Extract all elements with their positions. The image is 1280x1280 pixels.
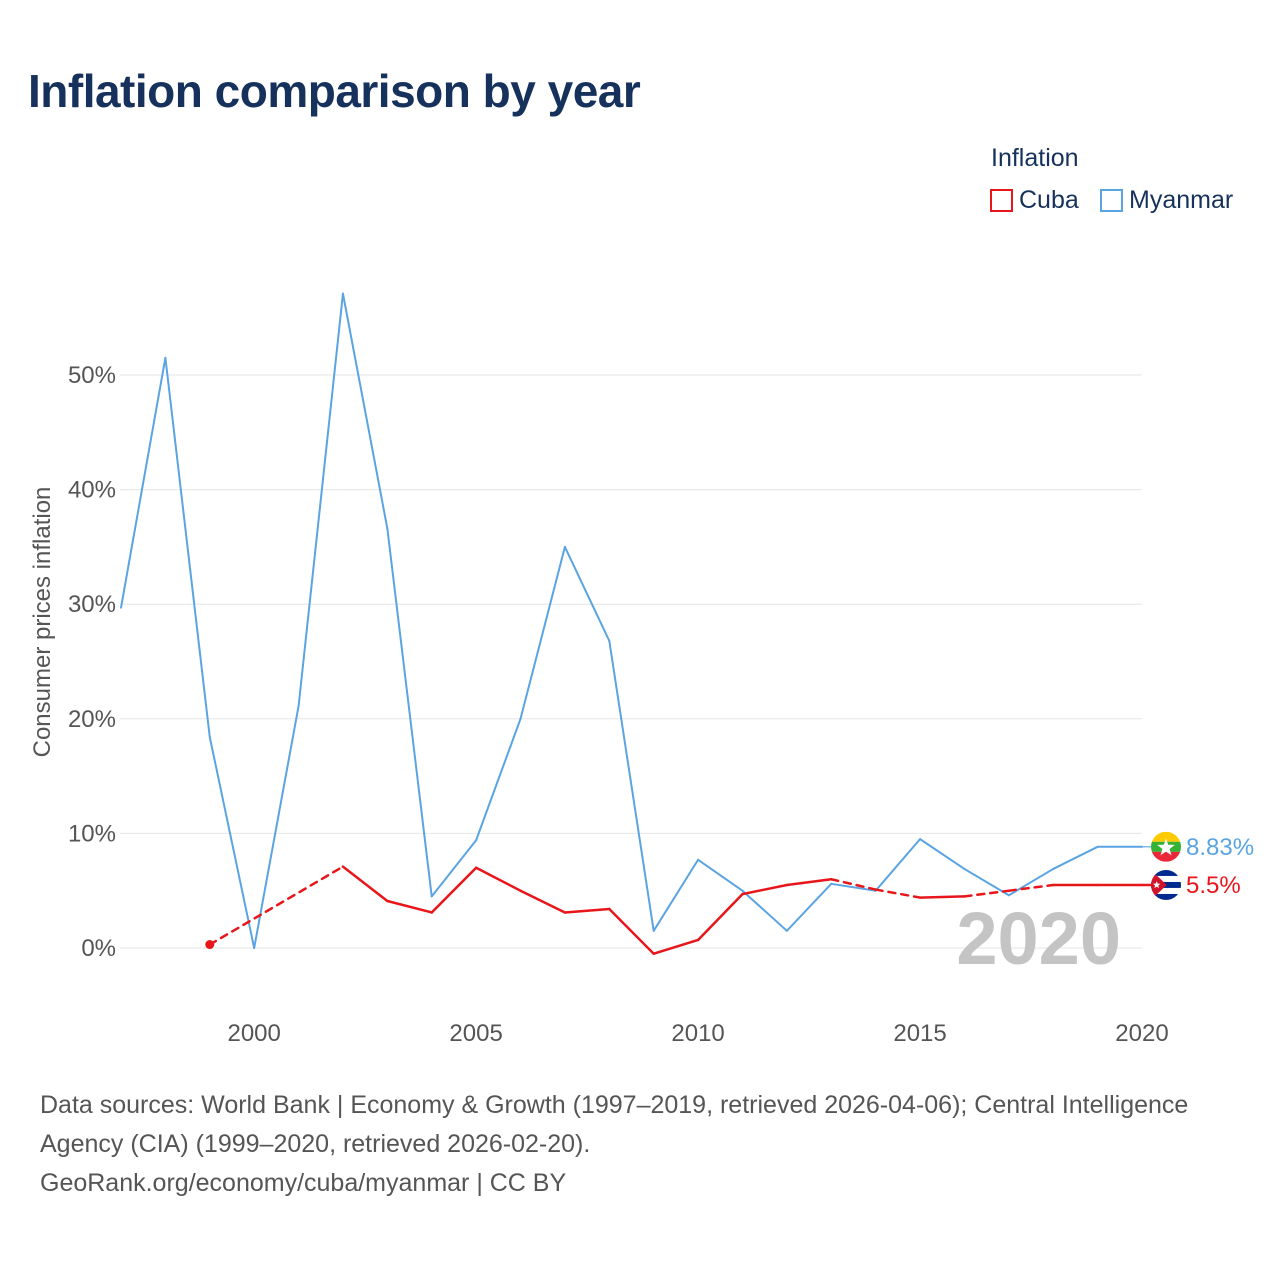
series-segment-cuba: [474, 866, 522, 892]
x-tick-label: 2000: [227, 1020, 280, 1047]
series-segment-cuba: [563, 907, 611, 914]
series-segment-myanmar: [519, 545, 566, 720]
series-segment-cuba: [874, 888, 922, 899]
legend-swatch-cuba: [990, 189, 1013, 212]
series-segment-cuba: [963, 889, 1011, 898]
x-tick-label: 2020: [1115, 1020, 1168, 1047]
series-segment-myanmar: [563, 545, 611, 642]
series-myanmar: [120, 292, 1164, 949]
series-segment-myanmar: [341, 292, 389, 530]
series-start-point-cuba: [205, 940, 215, 950]
x-tick-label: 2015: [893, 1020, 946, 1047]
series-segment-cuba: [386, 899, 433, 914]
legend-swatch-myanmar: [1100, 189, 1123, 212]
series-segment-myanmar: [297, 292, 344, 708]
y-tick-label: 20%: [68, 706, 116, 733]
end-label-myanmar: 8.83%: [1186, 834, 1254, 861]
series-segment-myanmar: [208, 736, 256, 949]
legend-label-myanmar: Myanmar: [1129, 186, 1234, 214]
legend-item-myanmar[interactable]: Myanmar: [1100, 186, 1233, 215]
grid-lines: [120, 374, 1142, 949]
year-watermark: 2020: [956, 897, 1121, 980]
series-segment-myanmar: [608, 639, 655, 932]
series-segment-cuba: [341, 865, 389, 903]
chart-title: Inflation comparison by year: [28, 65, 641, 117]
credit-link[interactable]: GeoRank.org/economy/cuba/myanmar | CC BY: [40, 1169, 567, 1197]
y-tick-label: 50%: [68, 362, 116, 389]
series-segment-cuba: [1007, 883, 1055, 892]
footer: Data sources: World Bank | Economy & Gro…: [40, 1086, 1250, 1203]
x-tick-label: 2010: [671, 1020, 724, 1047]
series-segment-myanmar: [874, 838, 922, 892]
series-segment-cuba: [741, 883, 789, 896]
y-tick-label: 0%: [81, 935, 116, 962]
series-segment-cuba: [696, 892, 744, 942]
series-lines: [120, 292, 1164, 955]
series-cuba: [205, 865, 1164, 955]
series-segment-cuba: [430, 866, 478, 914]
series-segment-myanmar: [963, 867, 1010, 897]
y-tick-label: 40%: [68, 477, 116, 504]
y-tick-label: 10%: [68, 820, 116, 847]
series-segment-cuba: [830, 877, 877, 891]
series-segment-myanmar: [741, 889, 788, 932]
data-sources: Data sources: World Bank | Economy & Gro…: [40, 1091, 1189, 1158]
series-segment-cuba: [652, 938, 700, 955]
inflation-line-chart: 0% 10% 20% 30% 40% 50% 2000 2005 2010 2015 2020 Con…: [29, 292, 1254, 1047]
y-axis-title: Consumer prices inflation: [29, 487, 56, 758]
series-segment-myanmar: [1052, 845, 1099, 870]
axes: 0% 10% 20% 30% 40% 50% 2000 2005 2010 2015 2020 Con…: [29, 362, 1169, 1047]
series-segment-myanmar: [164, 356, 211, 739]
series-segment-myanmar: [120, 356, 167, 609]
series-segment-cuba: [208, 865, 345, 946]
series-segment-cuba: [519, 889, 567, 914]
legend-item-cuba[interactable]: Cuba: [990, 186, 1079, 215]
series-segment-myanmar: [386, 527, 433, 898]
series-segment-cuba: [918, 895, 966, 899]
series-segment-myanmar: [697, 858, 744, 892]
series-segment-myanmar: [830, 882, 877, 892]
series-end-labels: 8.83% 5.5%: [1151, 831, 1254, 900]
series-segment-myanmar: [652, 858, 700, 932]
myanmar-flag-icon: [1151, 831, 1181, 862]
series-segment-myanmar: [1007, 867, 1055, 897]
y-tick-label: 30%: [68, 591, 116, 618]
x-tick-label: 2005: [449, 1020, 502, 1047]
legend-title: Inflation: [991, 144, 1079, 172]
series-segment-cuba: [608, 907, 655, 955]
series-segment-myanmar: [253, 705, 300, 949]
series-segment-myanmar: [785, 882, 833, 932]
end-label-cuba: 5.5%: [1186, 872, 1241, 899]
series-segment-myanmar: [475, 717, 522, 842]
series-segment-cuba: [785, 877, 833, 887]
series-segment-myanmar: [919, 838, 966, 870]
series-segment-myanmar: [430, 839, 478, 898]
cuba-flag-icon: [1151, 869, 1181, 900]
legend-label-cuba: Cuba: [1019, 186, 1079, 214]
